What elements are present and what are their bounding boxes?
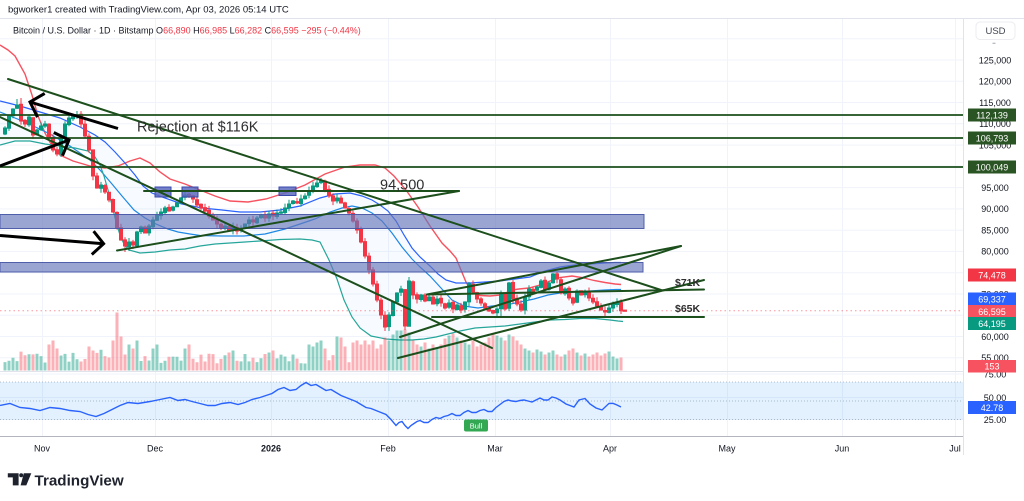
svg-text:May: May <box>718 444 736 454</box>
svg-text:153: 153 <box>984 361 999 371</box>
svg-text:74,478: 74,478 <box>978 270 1006 280</box>
svg-text:66,595: 66,595 <box>978 307 1006 317</box>
svg-text:USD: USD <box>985 26 1005 37</box>
svg-text:Bull: Bull <box>470 422 483 431</box>
svg-text:100,049: 100,049 <box>976 162 1009 172</box>
svg-text:25.00: 25.00 <box>984 415 1007 425</box>
svg-text:95,000: 95,000 <box>981 183 1009 193</box>
svg-text:55,000: 55,000 <box>981 353 1009 363</box>
svg-text:60,000: 60,000 <box>981 332 1009 342</box>
svg-text:75.00: 75.00 <box>984 369 1007 379</box>
svg-text:85,000: 85,000 <box>981 226 1009 236</box>
svg-text:125,000: 125,000 <box>979 55 1012 65</box>
svg-text:bgworker1 created with Trading: bgworker1 created with TradingView.com, … <box>8 5 289 16</box>
svg-text:105,000: 105,000 <box>979 140 1012 150</box>
svg-text:90,000: 90,000 <box>981 204 1009 214</box>
svg-text:110,000: 110,000 <box>979 119 1011 129</box>
svg-text:Rejection at $116K: Rejection at $116K <box>137 120 259 136</box>
svg-text:Bitcoin / U.S. Dollar · 1D · B: Bitcoin / U.S. Dollar · 1D · Bitstamp O6… <box>13 26 361 36</box>
svg-text:80,000: 80,000 <box>981 247 1009 257</box>
svg-text:106,793: 106,793 <box>976 133 1009 143</box>
svg-text:Apr: Apr <box>603 444 617 454</box>
svg-text:TradingView: TradingView <box>35 473 124 490</box>
svg-text:Nov: Nov <box>34 444 51 454</box>
svg-text:$71K: $71K <box>675 277 701 289</box>
svg-text:Mar: Mar <box>487 444 503 454</box>
svg-text:69,337: 69,337 <box>978 294 1006 304</box>
svg-text:42.78: 42.78 <box>981 403 1004 413</box>
svg-text:Jul: Jul <box>949 444 961 454</box>
svg-text:115,000: 115,000 <box>979 98 1011 108</box>
svg-text:64,195: 64,195 <box>978 319 1006 329</box>
svg-text:112,139: 112,139 <box>976 110 1008 120</box>
svg-text:94,500: 94,500 <box>380 178 424 194</box>
svg-text:Jun: Jun <box>835 444 850 454</box>
svg-text:$65K: $65K <box>675 303 701 315</box>
svg-text:120,000: 120,000 <box>979 77 1012 87</box>
svg-text:Feb: Feb <box>380 444 396 454</box>
svg-text:50.00: 50.00 <box>984 393 1007 403</box>
svg-text:2026: 2026 <box>261 444 281 454</box>
svg-text:Dec: Dec <box>147 444 164 454</box>
